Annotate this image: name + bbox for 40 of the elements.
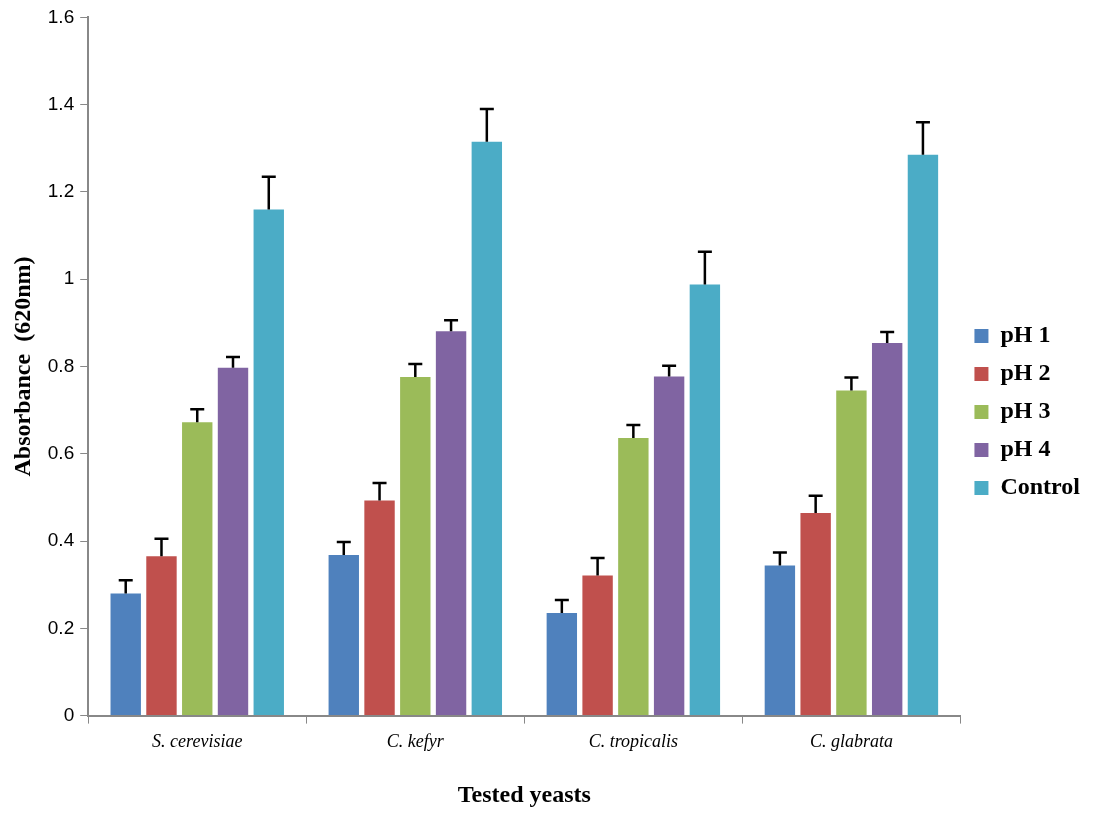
bar: [618, 438, 649, 716]
bar: [364, 500, 395, 716]
x-tick-label: C. tropicalis: [588, 731, 679, 752]
y-axis-title: Absorbance (620nm): [8, 256, 35, 477]
y-tick-label: 1.6: [47, 5, 75, 27]
bar: [400, 376, 431, 716]
y-tick-label: 0.2: [47, 616, 75, 638]
bar: [582, 575, 613, 716]
bar: [146, 556, 177, 716]
bar: [764, 565, 796, 716]
legend-label: pH 1: [1000, 321, 1051, 348]
legend-label: Control: [1000, 473, 1081, 500]
x-axis-title: Tested yeasts: [457, 780, 591, 807]
y-tick-label: 1.2: [47, 180, 75, 202]
legend-label: pH 3: [1000, 397, 1051, 424]
x-tick-label: S. cerevisiae: [152, 731, 243, 752]
bar: [871, 342, 903, 716]
legend-label: pH 4: [1000, 435, 1051, 462]
bar: [471, 141, 503, 716]
bar: [907, 154, 939, 716]
y-tick-label: 0.4: [47, 529, 75, 551]
x-tick-label: C. glabrata: [809, 731, 893, 752]
bar: [110, 593, 141, 716]
bar: [217, 367, 249, 716]
bar: [182, 422, 213, 716]
y-tick-label: 0.8: [47, 354, 75, 376]
y-tick-label: 0: [63, 703, 75, 725]
y-tick-label: 1: [63, 267, 75, 289]
bar: [253, 209, 284, 716]
bar: [800, 513, 831, 716]
x-tick-label: C. kefyr: [386, 731, 445, 752]
bar: [546, 613, 578, 716]
y-tick-label: 1.4: [47, 92, 75, 114]
bar: [435, 331, 467, 716]
y-tick-label: 0.6: [47, 442, 75, 464]
bar: [689, 284, 721, 716]
bar: [836, 390, 867, 716]
bar: [328, 555, 359, 716]
legend-label: pH 2: [1000, 359, 1051, 386]
bar: [653, 376, 685, 716]
